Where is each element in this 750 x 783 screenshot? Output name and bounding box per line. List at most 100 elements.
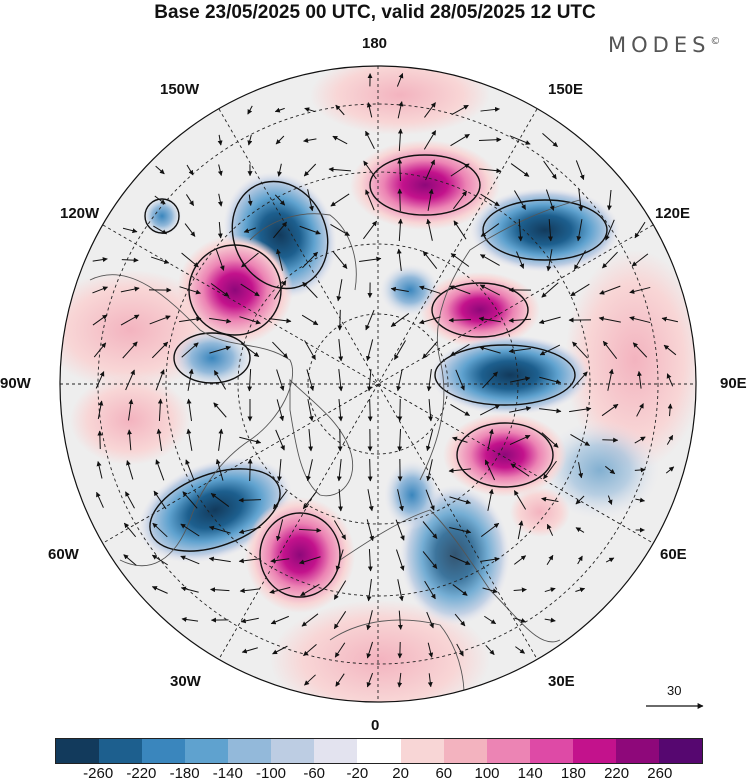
wind-vector: [270, 615, 289, 625]
wind-vector: [450, 163, 470, 177]
wind-vector: [300, 583, 320, 597]
wind-vector: [272, 645, 288, 655]
wind-vector: [120, 314, 140, 326]
wind-vector: [122, 341, 138, 359]
wind-vector: [634, 467, 646, 473]
wind-vector: [308, 429, 314, 452]
wind-vector: [275, 429, 285, 451]
wind-vector: [422, 341, 438, 359]
wind-vector: [151, 586, 168, 594]
wind-vector: [333, 611, 347, 630]
wind-vector: [366, 641, 374, 659]
colorbar-tick-label: -140: [212, 765, 243, 782]
wind-vector: [366, 102, 373, 118]
wind-vector: [572, 371, 588, 389]
wind-vector: [218, 428, 224, 451]
wind-vector: [208, 556, 231, 563]
wind-vector: [479, 254, 500, 266]
wind-vector: [366, 579, 372, 602]
wind-vector: [247, 194, 253, 206]
lon-label-150e: 150E: [548, 81, 584, 98]
map-border: [59, 65, 697, 703]
wind-vector: [661, 316, 679, 323]
wind-vector: [240, 343, 260, 357]
wind-vector: [605, 219, 615, 241]
wind-vector: [366, 610, 373, 631]
wind-vector: [247, 458, 253, 482]
wind-vector: [663, 344, 677, 356]
wind-vector: [667, 403, 673, 417]
colorbar-segment: [271, 739, 315, 763]
wind-vector: [422, 551, 438, 569]
wind-vector: [450, 253, 470, 267]
wind-vector: [396, 369, 403, 392]
lon-label-150w: 150W: [160, 81, 200, 98]
wind-vector: [482, 587, 498, 594]
wind-vector: [307, 189, 314, 212]
wind-vector: [185, 194, 195, 206]
wind-vector: [480, 193, 500, 207]
wind-vector: [480, 556, 500, 562]
wind-vector: [602, 340, 618, 360]
wind-vector: [390, 313, 410, 327]
wind-vector: [598, 316, 621, 323]
wind-vector: [121, 257, 139, 263]
wind-vector: [513, 490, 527, 510]
wind-vector: [397, 428, 403, 452]
positive-anomaly: [510, 487, 570, 537]
wind-vector: [366, 672, 374, 688]
wind-vector: [390, 286, 409, 292]
colorbar: [55, 738, 703, 764]
wind-vector: [666, 434, 674, 445]
wind-vector: [210, 587, 230, 593]
wind-vector: [454, 613, 466, 627]
wind-vector: [397, 188, 403, 212]
wind-vector: [517, 520, 524, 540]
wind-vector: [397, 218, 403, 242]
wind-vector: [607, 368, 614, 391]
wind-vector: [509, 406, 532, 413]
wind-vector: [238, 526, 261, 535]
wind-vector: [545, 189, 555, 211]
wind-vector: [272, 341, 288, 359]
wind-vector: [478, 316, 501, 323]
wind-vector: [152, 522, 168, 538]
colorbar-segment: [357, 739, 401, 763]
wind-vector: [453, 220, 467, 240]
wind-vector: [478, 137, 502, 143]
colorbar-tick-label: 140: [517, 765, 543, 782]
wind-vector: [276, 248, 284, 271]
wind-vector: [426, 459, 433, 482]
wind-vector: [181, 342, 199, 358]
wind-vector: [513, 587, 527, 593]
wind-vector: [418, 316, 441, 325]
wind-vector: [128, 399, 134, 421]
copyright-mark: ©: [710, 36, 721, 47]
wind-vector: [575, 527, 585, 533]
colorbar-tick-label: 20: [392, 765, 409, 782]
wind-vector: [299, 556, 321, 565]
wind-vector: [179, 316, 202, 323]
wind-vector: [665, 466, 675, 474]
wind-vector: [425, 159, 435, 181]
wind-vector: [575, 587, 586, 593]
wind-vector: [397, 398, 403, 422]
wind-vectors: [92, 73, 679, 688]
wind-vector: [238, 558, 261, 564]
wind-vector: [269, 586, 291, 594]
wind-vector: [149, 315, 171, 325]
wind-vector: [397, 489, 404, 512]
lon-label-120w: 120W: [60, 205, 100, 222]
wind-vector: [482, 371, 498, 389]
wind-vector: [577, 555, 583, 565]
colorbar-tick-label: -60: [303, 765, 326, 782]
wind-vector: [151, 554, 168, 566]
lon-label-90e: 90E: [720, 375, 747, 392]
wind-vector: [572, 341, 588, 359]
wind-vector: [397, 128, 403, 152]
wind-vector: [479, 284, 501, 296]
wind-vector: [92, 286, 108, 294]
colorbar-tick-label: 220: [604, 765, 630, 782]
wind-vector: [333, 520, 347, 540]
wind-vector: [125, 369, 135, 391]
